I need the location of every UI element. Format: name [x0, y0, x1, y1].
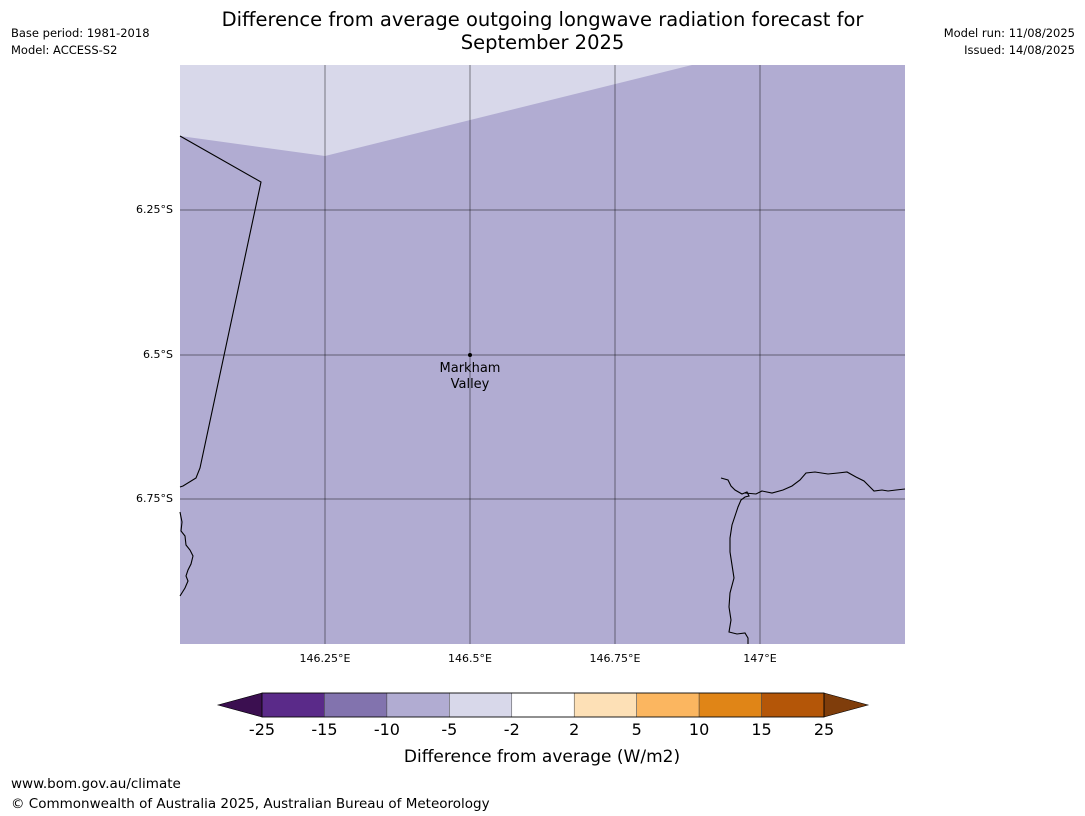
footer-copyright: © Commonwealth of Australia 2025, Austra…: [11, 796, 490, 812]
footer: www.bom.gov.au/climate © Commonwealth of…: [11, 774, 490, 814]
colorbar-bin: [261, 692, 325, 718]
lat-label: 6.75°S: [136, 492, 173, 505]
colorbar-tick-label: -15: [311, 720, 337, 739]
colorbar-tick-label: -25: [249, 720, 275, 739]
colorbar-tick-label: -2: [504, 720, 520, 739]
region-boundary: [179, 135, 262, 488]
lon-label: 147°E: [743, 652, 776, 665]
colorbar-tick-label: 15: [751, 720, 771, 739]
model-name: Model: ACCESS-S2: [11, 43, 118, 57]
coastline-west: [179, 511, 194, 597]
anomaly-fill-light: [180, 65, 692, 156]
colorbar-tick-label: -10: [374, 720, 400, 739]
colorbar-bin: [698, 692, 762, 718]
footer-url: www.bom.gov.au/climate: [11, 776, 181, 792]
place-label-line1: Markham: [440, 361, 501, 376]
meta-left: Base period: 1981-2018 Model: ACCESS-S2: [11, 25, 150, 59]
colorbar-bin: [386, 692, 450, 718]
location-marker: [468, 353, 472, 357]
meta-right: Model run: 11/08/2025 Issued: 14/08/2025: [944, 25, 1075, 59]
lon-label: 146.5°E: [448, 652, 492, 665]
lat-label: 6.5°S: [143, 348, 173, 361]
coastline-north: [744, 471, 906, 495]
colorbar-tick-label: 5: [632, 720, 642, 739]
colorbar-tick-label: 2: [569, 720, 579, 739]
colorbar-extend-low: [216, 692, 263, 718]
model-run: Model run: 11/08/2025: [943, 26, 1075, 40]
colorbar-bin: [573, 692, 637, 718]
lon-label: 146.25°E: [300, 652, 351, 665]
colorbar-tick-label: -5: [441, 720, 457, 739]
colorbar: -25 -15 -10 -5 -2 2 5 10 15 25: [216, 692, 870, 739]
graticule: [180, 65, 905, 644]
colorbar-extend-high: [823, 692, 870, 718]
colorbar-bin: [636, 692, 700, 718]
lon-label: 146.75°E: [590, 652, 641, 665]
colorbar-title: Difference from average (W/m2): [404, 747, 680, 767]
colorbar-tick-label: 25: [814, 720, 834, 739]
place-label-line2: Valley: [451, 377, 490, 392]
colorbar-bin: [761, 692, 825, 718]
map-panel: Markham Valley 6.25°S 6.5°S 6.75°S 146.2…: [136, 65, 906, 665]
boundaries: [179, 135, 906, 644]
base-period: Base period: 1981-2018: [11, 26, 150, 40]
colorbar-bin: [324, 692, 388, 718]
colorbar-bin: [511, 692, 575, 718]
coastline-east: [720, 477, 750, 644]
colorbar-bin: [449, 692, 513, 718]
lat-label: 6.25°S: [136, 203, 173, 216]
map-title: Difference from average outgoing longwav…: [221, 8, 864, 54]
colorbar-outline: [261, 692, 825, 718]
colorbar-tick-label: 10: [689, 720, 709, 739]
issued-date: Issued: 14/08/2025: [964, 43, 1075, 57]
anomaly-fill-main: [180, 65, 905, 644]
